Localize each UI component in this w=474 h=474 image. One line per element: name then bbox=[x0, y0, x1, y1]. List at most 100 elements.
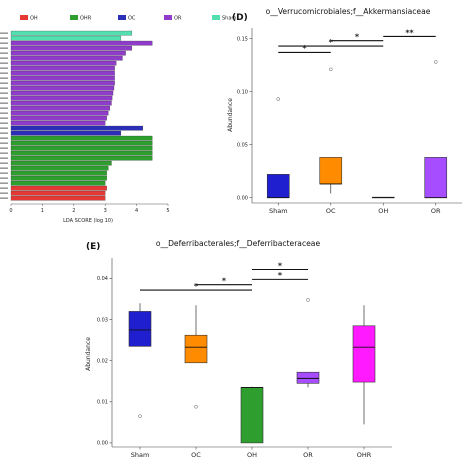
lefse-bar-oh bbox=[10, 185, 107, 191]
x-tick-label-sham: Sham bbox=[131, 451, 150, 459]
significance-label: * bbox=[278, 271, 283, 280]
lefse-bar-ohr bbox=[10, 165, 109, 171]
y-tick-label: 0.03 bbox=[97, 317, 108, 323]
lefse-x-tick-label: 0 bbox=[9, 208, 12, 214]
lefse-bar-or bbox=[10, 40, 153, 46]
lefse-feature-label bbox=[0, 67, 8, 69]
outlier-point bbox=[434, 60, 438, 64]
outlier-point bbox=[138, 414, 142, 418]
lefse-feature-label bbox=[0, 82, 8, 84]
lefse-x-tick-label: 3 bbox=[104, 208, 107, 214]
lefse-feature-label bbox=[0, 72, 8, 74]
lefse-bar-or bbox=[10, 70, 115, 76]
lefse-bar-sham bbox=[10, 35, 122, 41]
lefse-x-axis-label: LDA SCORE (log 10) bbox=[63, 218, 113, 224]
outlier-point bbox=[276, 97, 280, 101]
box-body bbox=[424, 157, 448, 198]
box-oc bbox=[319, 67, 343, 194]
legend-label-oh: OH bbox=[30, 16, 38, 22]
lefse-x-tick-label: 5 bbox=[166, 208, 169, 214]
significance-label: ** bbox=[405, 28, 414, 37]
lefse-bar-ohr bbox=[10, 180, 106, 186]
y-tick-label: 0.05 bbox=[237, 142, 248, 148]
lefse-feature-label bbox=[0, 37, 8, 39]
panel-e-y-axis-label: Abundance bbox=[85, 337, 92, 371]
lefse-bar-or bbox=[10, 90, 114, 96]
lefse-bar-ohr bbox=[10, 155, 153, 161]
y-tick-label: 0.00 bbox=[97, 441, 108, 447]
box-body bbox=[128, 311, 152, 347]
lefse-bar-or bbox=[10, 55, 123, 61]
significance-label: * bbox=[329, 38, 334, 47]
lefse-bar-or bbox=[10, 110, 109, 116]
lefse-feature-label bbox=[0, 182, 8, 184]
outlier-point bbox=[306, 298, 310, 302]
y-tick-label: 0.10 bbox=[237, 89, 248, 95]
panel-d-label: (D) bbox=[232, 13, 248, 23]
lefse-bar-or bbox=[10, 120, 106, 126]
box-body bbox=[319, 157, 343, 185]
lefse-bar-or bbox=[10, 95, 113, 101]
lefse-feature-label bbox=[0, 52, 8, 54]
lefse-bar-or bbox=[10, 100, 112, 106]
lefse-feature-label bbox=[0, 192, 8, 194]
panel-e-label: (E) bbox=[86, 242, 100, 252]
lefse-feature-label bbox=[0, 132, 8, 134]
lefse-bar-or bbox=[10, 80, 115, 86]
lefse-bar-ohr bbox=[10, 140, 153, 146]
y-tick-label: 0.01 bbox=[97, 400, 108, 406]
box-sham bbox=[128, 303, 152, 418]
lefse-bar-or bbox=[10, 105, 111, 111]
lefse-feature-label bbox=[0, 127, 8, 129]
significance-sham-oc: * bbox=[278, 44, 331, 53]
lefse-bar-ohr bbox=[10, 175, 107, 181]
legend-swatch-oc bbox=[118, 15, 126, 20]
significance-label: * bbox=[355, 33, 360, 42]
lefse-bars bbox=[0, 30, 153, 201]
box-sham bbox=[266, 97, 290, 199]
significance-oh-or: * bbox=[252, 261, 308, 270]
lefse-bar-ohr bbox=[10, 170, 107, 176]
lefse-legend: OH OHR OC OR Sham bbox=[20, 15, 236, 22]
lefse-bar-oc bbox=[10, 130, 122, 136]
x-tick-label-oh: OH bbox=[378, 207, 388, 215]
lefse-x-tick-label: 4 bbox=[135, 208, 138, 214]
box-body bbox=[184, 334, 208, 364]
panel-e-title: o__Deferribacterales;f__Deferribacterace… bbox=[156, 239, 321, 248]
lefse-feature-label bbox=[0, 97, 8, 99]
lefse-bar-oh bbox=[10, 195, 106, 201]
lefse-x-tick-label: 2 bbox=[72, 208, 75, 214]
y-tick-label: 0.04 bbox=[97, 276, 108, 282]
panel-e: (E) o__Deferribacterales;f__Deferribacte… bbox=[85, 239, 392, 459]
lefse-feature-label bbox=[0, 102, 8, 104]
box-ohr bbox=[352, 305, 376, 425]
significance-label: * bbox=[194, 282, 199, 291]
lefse-feature-label bbox=[0, 112, 8, 114]
lefse-feature-label bbox=[0, 157, 8, 159]
y-tick-label: 0.02 bbox=[97, 358, 108, 364]
significance-oh-or: * bbox=[252, 271, 308, 280]
significance-sham-oh: * bbox=[278, 38, 384, 47]
significance-label: * bbox=[222, 277, 227, 286]
significance-label: * bbox=[278, 261, 283, 270]
outlier-point bbox=[329, 67, 333, 72]
lefse-feature-label bbox=[0, 137, 8, 139]
lefse-feature-label bbox=[0, 92, 8, 94]
panel-d: (D) o__Verrucomicrobiales;f__Akkermansia… bbox=[227, 7, 462, 215]
lefse-bar-oh bbox=[10, 190, 106, 196]
x-tick-label-or: OR bbox=[303, 451, 313, 459]
lefse-feature-label bbox=[0, 147, 8, 149]
lefse-bar-ohr bbox=[10, 150, 153, 156]
panel-d-title: o__Verrucomicrobiales;f__Akkermansiaceae bbox=[266, 7, 431, 16]
lefse-feature-label bbox=[0, 87, 8, 89]
lefse-feature-label bbox=[0, 77, 8, 79]
lefse-feature-label bbox=[0, 57, 8, 59]
lefse-bar-sham bbox=[10, 30, 133, 36]
legend-label-oc: OC bbox=[128, 16, 136, 22]
box-body bbox=[296, 371, 320, 384]
lefse-feature-label bbox=[0, 162, 8, 164]
lefse-feature-label bbox=[0, 117, 8, 119]
